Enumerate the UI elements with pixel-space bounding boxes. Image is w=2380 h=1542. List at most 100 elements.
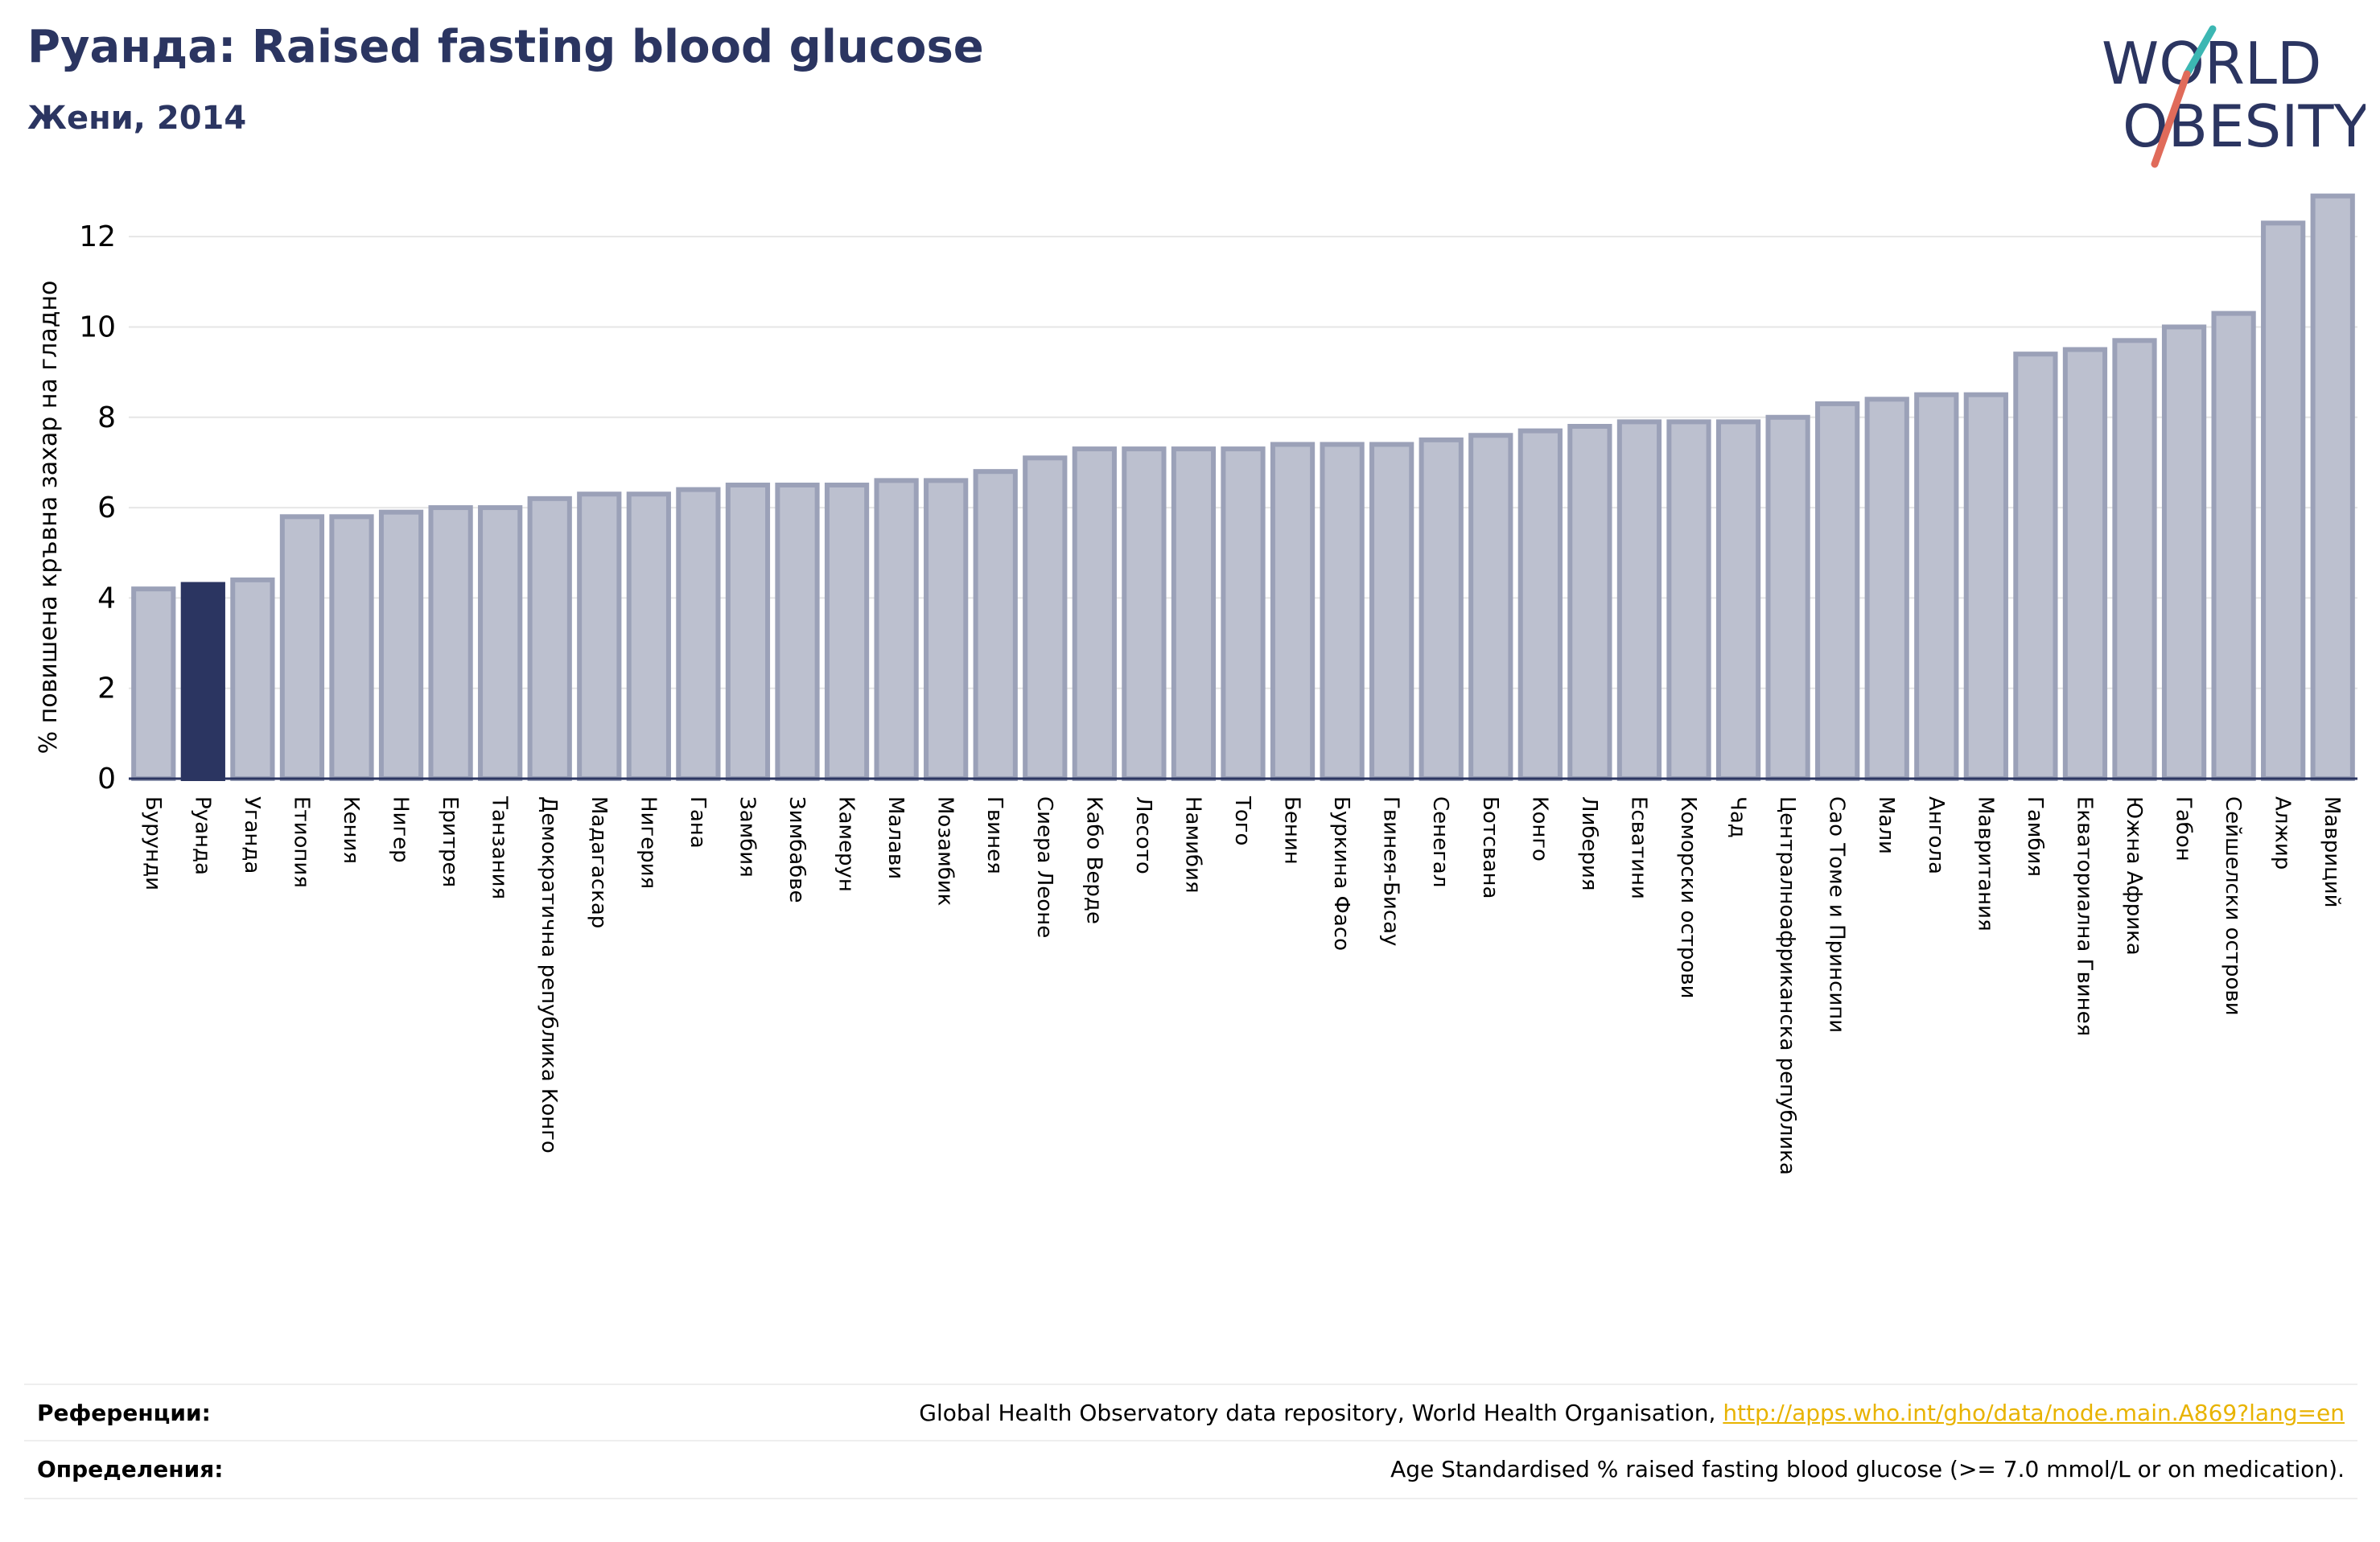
chart-subtitle: Жени, 2014 (27, 100, 247, 137)
references-link[interactable]: http://apps.who.int/gho/data/node.main.A… (1723, 1400, 2345, 1426)
bar-33 (1765, 414, 1810, 781)
x-tick-label: Танзания (488, 796, 512, 899)
y-tick-label: 8 (97, 401, 116, 434)
world-obesity-logo: WORLD OBESITY (2102, 25, 2366, 168)
x-tick-label: Замбия (735, 796, 759, 878)
references-value: Global Health Observatory data repositor… (919, 1400, 2345, 1426)
x-tick-label: Намибия (1180, 796, 1204, 894)
x-tick-label: Алжир (2271, 796, 2295, 870)
bars (131, 193, 2355, 782)
x-tick-label: Гана (686, 796, 710, 849)
x-tick-label: Мавриций (2320, 796, 2344, 908)
references-label: Референции: (37, 1400, 211, 1426)
x-tick-label: Ботсвана (1478, 796, 1502, 898)
bar-40 (2112, 338, 2157, 781)
bar-5 (378, 509, 424, 781)
bar-43 (2261, 220, 2306, 781)
x-tick-label: Руанда (190, 796, 214, 875)
x-tick-label: Коморски острови (1676, 796, 1700, 999)
x-tick-label: Мавритания (1973, 796, 1997, 931)
x-tick-label: Сиера Леоне (1032, 796, 1056, 938)
x-tick-label: Сао Томе и Принсипи (1825, 796, 1849, 1033)
x-tick-label: Южна Африка (2122, 796, 2146, 956)
bar-chart: 0 2 4 6 8 10 12 Бурунди Руанда Уганда Етиопия Кени… (35, 193, 2357, 1175)
bar-41 (2161, 324, 2207, 781)
x-tick-label: Мозамбик (933, 796, 957, 906)
x-tick-label: Бенин (1280, 796, 1304, 865)
bar-6 (428, 505, 473, 781)
x-tick-label: Сейшелски острови (2221, 796, 2245, 1016)
bar-26 (1419, 437, 1464, 781)
x-tick-label: Либерия (1577, 796, 1601, 891)
references-text: Global Health Observatory data repositor… (919, 1400, 1723, 1426)
x-tick-label: Нигер (389, 796, 413, 863)
bar-22 (1221, 446, 1266, 781)
y-tick-label: 2 (97, 672, 116, 705)
bar-1 (180, 582, 225, 781)
x-tick-label: Централноафриканска република (1775, 796, 1799, 1175)
logo-text-world: WORLD (2102, 30, 2321, 97)
bar-16 (924, 478, 969, 782)
bar-15 (874, 478, 919, 782)
x-tick-label: Кения (339, 796, 363, 864)
x-tick-label: Еритрея (438, 796, 462, 887)
bar-7 (478, 505, 523, 781)
x-tick-label: Есватини (1626, 796, 1650, 899)
bar-35 (1864, 397, 1909, 781)
x-tick-label: Гвинея-Бисау (1379, 796, 1403, 946)
bar-12 (725, 483, 771, 781)
x-axis-labels: Бурунди Руанда Уганда Етиопия Кения Нигер Ерит… (141, 796, 2344, 1175)
y-tick-label: 6 (97, 491, 116, 524)
bar-29 (1567, 424, 1612, 781)
bar-18 (1023, 455, 1068, 781)
bar-2 (230, 577, 275, 782)
bar-11 (676, 487, 721, 781)
bar-30 (1616, 419, 1662, 782)
definitions-label: Определения: (37, 1456, 224, 1482)
bar-8 (527, 495, 572, 781)
x-tick-label: Зимбабве (784, 796, 809, 903)
bar-13 (775, 483, 820, 781)
bar-36 (1914, 392, 1959, 781)
bar-24 (1320, 442, 1365, 781)
bar-31 (1666, 419, 1711, 782)
x-tick-label: Гвинея (982, 796, 1007, 874)
bar-23 (1270, 442, 1316, 781)
x-tick-label: Лесото (1131, 796, 1155, 874)
x-tick-label: Малави (883, 796, 908, 879)
x-tick-label: Чад (1726, 796, 1750, 838)
bar-38 (2013, 352, 2058, 781)
x-tick-label: Камерун (834, 796, 859, 892)
bar-19 (1072, 446, 1117, 781)
x-tick-label: Мали (1874, 796, 1898, 854)
y-tick-label: 10 (79, 310, 116, 343)
bar-25 (1369, 442, 1414, 781)
x-tick-label: Ангола (1924, 796, 1948, 874)
bar-37 (1963, 392, 2008, 781)
x-tick-label: Габон (2172, 796, 2196, 861)
bar-20 (1122, 446, 1167, 781)
bar-27 (1468, 433, 1513, 781)
y-axis-label: % повишена кръвна захар на гладно (35, 281, 63, 755)
bar-9 (577, 491, 622, 781)
bar-39 (2062, 347, 2108, 781)
y-tick-label: 0 (97, 763, 116, 796)
bar-4 (329, 514, 374, 781)
definitions-value: Age Standardised % raised fasting blood … (1390, 1456, 2345, 1482)
chart-title: Руанда: Raised fasting blood glucose (27, 21, 984, 73)
x-tick-label: Кабо Верде (1081, 796, 1106, 924)
x-tick-label: Етиопия (289, 796, 313, 888)
bar-0 (131, 586, 176, 782)
x-tick-label: Сенегал (1428, 796, 1452, 887)
bar-14 (824, 483, 870, 781)
bar-44 (2310, 193, 2355, 782)
bar-34 (1815, 401, 1860, 781)
logo-slash-top (2183, 25, 2217, 78)
bar-3 (279, 514, 325, 781)
bar-32 (1715, 419, 1761, 782)
x-tick-label: Конго (1527, 796, 1551, 861)
y-tick-label: 4 (97, 582, 116, 615)
references-row: Референции: Global Health Observatory da… (24, 1384, 2357, 1441)
logo-slash-bottom (2151, 70, 2191, 168)
bar-42 (2211, 310, 2256, 782)
